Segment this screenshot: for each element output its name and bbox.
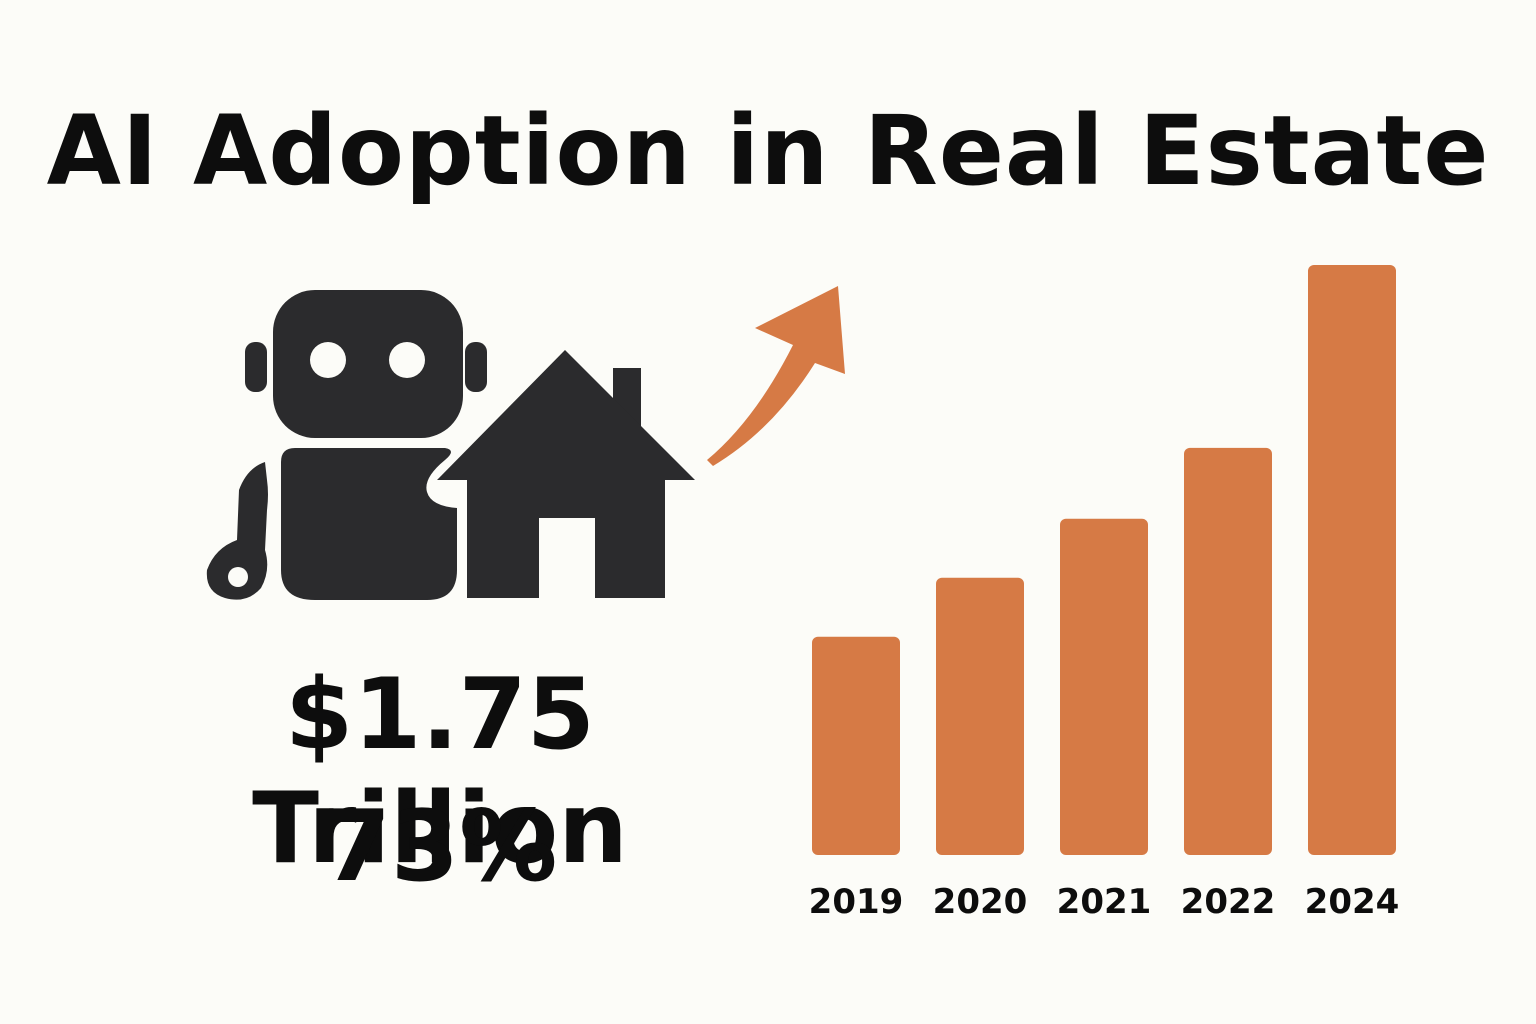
bar-2022	[1184, 447, 1272, 855]
x-tick-label-2019: 2019	[809, 882, 904, 922]
page-title: AI Adoption in Real Estate	[46, 95, 1490, 207]
x-tick-label-2024: 2024	[1305, 882, 1400, 922]
trend-arrow-icon	[707, 286, 845, 466]
stat-amount: $1.75 Trillion	[252, 658, 628, 886]
bar-2020	[936, 577, 1024, 855]
robot-eyes	[228, 342, 425, 587]
x-tick-label-2021: 2021	[1057, 882, 1152, 922]
illustration	[206, 286, 845, 600]
bar-2024	[1308, 265, 1396, 855]
x-tick-label-2020: 2020	[933, 882, 1028, 922]
robot-icon	[206, 290, 487, 600]
stat-percent: 73%	[322, 790, 558, 904]
bar-chart: 2019 2020 2021 2022 2024	[809, 265, 1400, 922]
bar-2019	[812, 636, 900, 855]
bar-2021	[1060, 518, 1148, 855]
house-icon	[437, 350, 695, 598]
x-tick-label-2022: 2022	[1181, 882, 1276, 922]
